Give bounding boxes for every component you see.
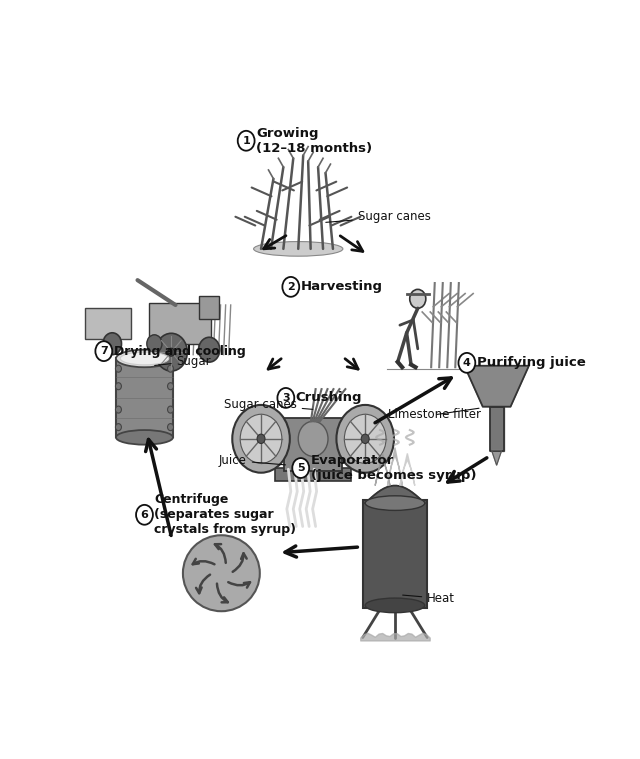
Circle shape	[136, 505, 153, 524]
Circle shape	[292, 458, 309, 478]
Circle shape	[115, 383, 122, 389]
Ellipse shape	[298, 421, 328, 456]
Polygon shape	[365, 486, 425, 503]
Text: Drying and cooling: Drying and cooling	[114, 345, 246, 357]
Polygon shape	[388, 448, 403, 486]
Text: 1: 1	[243, 136, 250, 146]
Ellipse shape	[116, 430, 173, 445]
Circle shape	[282, 277, 300, 297]
Polygon shape	[490, 407, 504, 451]
Circle shape	[361, 434, 369, 443]
Circle shape	[337, 405, 394, 473]
Circle shape	[115, 406, 122, 413]
Circle shape	[95, 342, 112, 361]
Text: Sugar canes: Sugar canes	[224, 398, 313, 411]
Text: Crushing: Crushing	[296, 392, 362, 405]
Circle shape	[168, 424, 173, 430]
Circle shape	[410, 289, 426, 308]
Text: Harvesting: Harvesting	[301, 280, 383, 294]
Circle shape	[115, 365, 122, 372]
FancyBboxPatch shape	[284, 417, 342, 471]
Text: 4: 4	[463, 357, 471, 368]
Polygon shape	[400, 453, 415, 486]
Ellipse shape	[120, 352, 169, 365]
Text: Heat: Heat	[403, 592, 455, 605]
Ellipse shape	[253, 241, 343, 257]
FancyBboxPatch shape	[199, 296, 219, 319]
Polygon shape	[465, 366, 529, 407]
Circle shape	[257, 434, 265, 443]
Ellipse shape	[183, 535, 260, 611]
Text: Evaporator
(juice becomes syrup): Evaporator (juice becomes syrup)	[310, 454, 476, 482]
Circle shape	[147, 335, 162, 353]
Circle shape	[232, 405, 290, 473]
Text: 2: 2	[287, 282, 294, 292]
Text: Centrifuge
(separates sugar
crystals from syrup): Centrifuge (separates sugar crystals fro…	[154, 493, 296, 537]
Ellipse shape	[365, 598, 425, 613]
FancyBboxPatch shape	[275, 468, 351, 481]
Circle shape	[115, 424, 122, 430]
Text: Limestone filter: Limestone filter	[388, 408, 481, 421]
Polygon shape	[375, 453, 390, 486]
Circle shape	[103, 332, 122, 354]
Circle shape	[237, 131, 255, 151]
Circle shape	[198, 337, 220, 362]
Text: 6: 6	[141, 510, 148, 520]
Text: 7: 7	[100, 346, 108, 356]
Text: Juice: Juice	[219, 454, 285, 467]
Circle shape	[240, 414, 282, 463]
Text: 3: 3	[282, 393, 290, 403]
Circle shape	[168, 348, 175, 356]
Text: Growing
(12–18 months): Growing (12–18 months)	[256, 127, 372, 155]
FancyBboxPatch shape	[148, 304, 211, 344]
Circle shape	[458, 353, 476, 373]
Circle shape	[156, 333, 188, 371]
Circle shape	[168, 406, 173, 413]
FancyBboxPatch shape	[363, 500, 428, 608]
Ellipse shape	[116, 350, 173, 367]
Polygon shape	[492, 451, 502, 465]
Text: Purifying juice: Purifying juice	[477, 356, 586, 370]
FancyBboxPatch shape	[86, 308, 131, 339]
Circle shape	[168, 383, 173, 389]
Circle shape	[344, 414, 386, 463]
Text: Sugar: Sugar	[155, 354, 211, 367]
Text: Sugar canes: Sugar canes	[326, 210, 431, 223]
Circle shape	[277, 388, 294, 408]
Circle shape	[168, 365, 173, 372]
Ellipse shape	[365, 496, 425, 510]
Bar	[116, 358, 173, 437]
Text: 5: 5	[297, 463, 305, 473]
